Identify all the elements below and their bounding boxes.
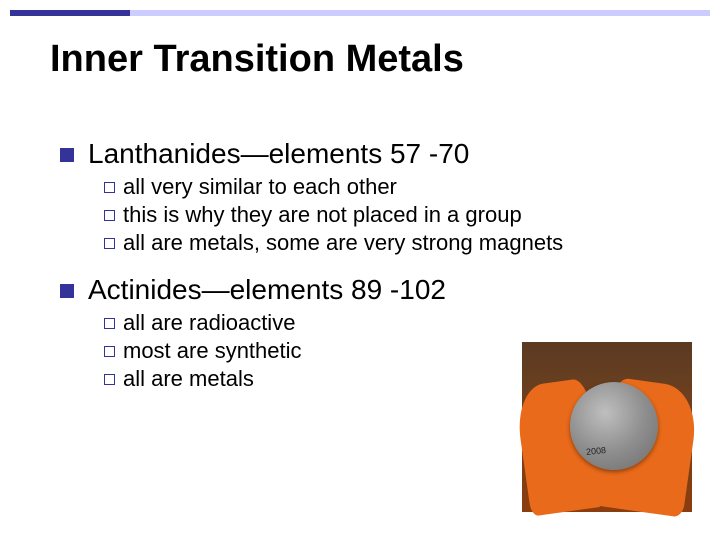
- bullet-level1-text: Lanthanides—elements 57 -70: [88, 138, 469, 170]
- bullet-level2-text: this is why they are not placed in a gro…: [123, 202, 522, 228]
- metal-disc-shape: [570, 382, 658, 470]
- bullet-level1: Lanthanides—elements 57 -70: [60, 138, 680, 170]
- disc-label-text: 2008: [586, 445, 607, 457]
- hollow-square-bullet-icon: [104, 182, 115, 193]
- bullet-level2: all are radioactive: [104, 310, 680, 336]
- bullet-level1-text: Actinides—elements 89 -102: [88, 274, 446, 306]
- bullet-level2-text: all are radioactive: [123, 310, 295, 336]
- illustration-image: 2008: [522, 342, 692, 512]
- hollow-square-bullet-icon: [104, 374, 115, 385]
- sub-bullet-group: all very similar to each other this is w…: [104, 174, 680, 256]
- hollow-square-bullet-icon: [104, 346, 115, 357]
- accent-bar-dark: [10, 10, 130, 16]
- accent-bar: [10, 10, 710, 16]
- bullet-level1: Actinides—elements 89 -102: [60, 274, 680, 306]
- bullet-level2: all very similar to each other: [104, 174, 680, 200]
- hollow-square-bullet-icon: [104, 318, 115, 329]
- bullet-level2-text: all are metals: [123, 366, 254, 392]
- square-bullet-icon: [60, 148, 74, 162]
- bullet-level2-text: most are synthetic: [123, 338, 302, 364]
- hollow-square-bullet-icon: [104, 238, 115, 249]
- square-bullet-icon: [60, 284, 74, 298]
- bullet-level2-text: all are metals, some are very strong mag…: [123, 230, 563, 256]
- slide-title: Inner Transition Metals: [50, 38, 464, 81]
- slide: { "accent": { "dark_color": "#333399", "…: [0, 0, 720, 540]
- hollow-square-bullet-icon: [104, 210, 115, 221]
- accent-bar-light: [130, 10, 710, 16]
- bullet-level2: this is why they are not placed in a gro…: [104, 202, 680, 228]
- bullet-level2: all are metals, some are very strong mag…: [104, 230, 680, 256]
- bullet-level2-text: all very similar to each other: [123, 174, 397, 200]
